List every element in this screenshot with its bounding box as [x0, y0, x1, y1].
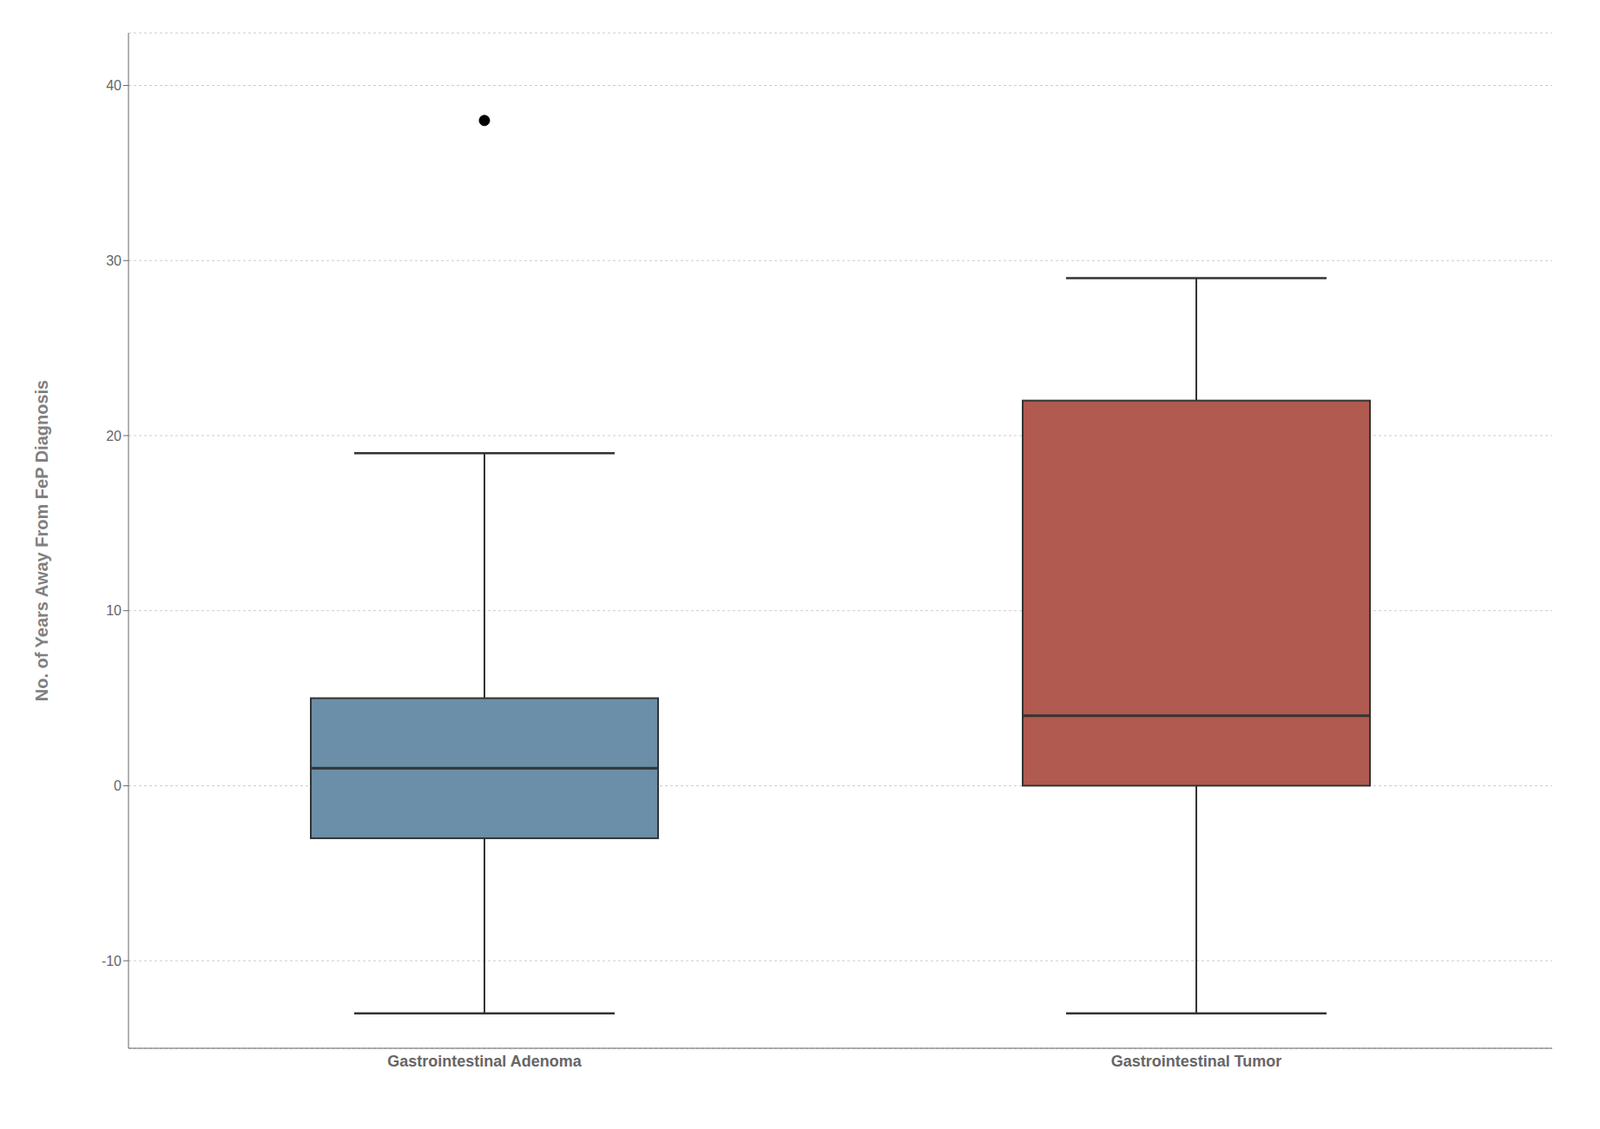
svg-text:40: 40: [105, 78, 122, 93]
svg-text:30: 30: [105, 253, 122, 269]
svg-text:Gastrointestinal Tumor: Gastrointestinal Tumor: [1111, 1053, 1283, 1071]
svg-text:Gastrointestinal Adenoma: Gastrointestinal Adenoma: [387, 1053, 582, 1071]
svg-text:0: 0: [113, 778, 122, 794]
svg-text:10: 10: [105, 603, 122, 619]
svg-text:No. of Years Away From FeP Dia: No. of Years Away From FeP Diagnosis: [32, 380, 52, 703]
svg-text:20: 20: [105, 428, 122, 444]
svg-text:-10: -10: [101, 954, 122, 969]
